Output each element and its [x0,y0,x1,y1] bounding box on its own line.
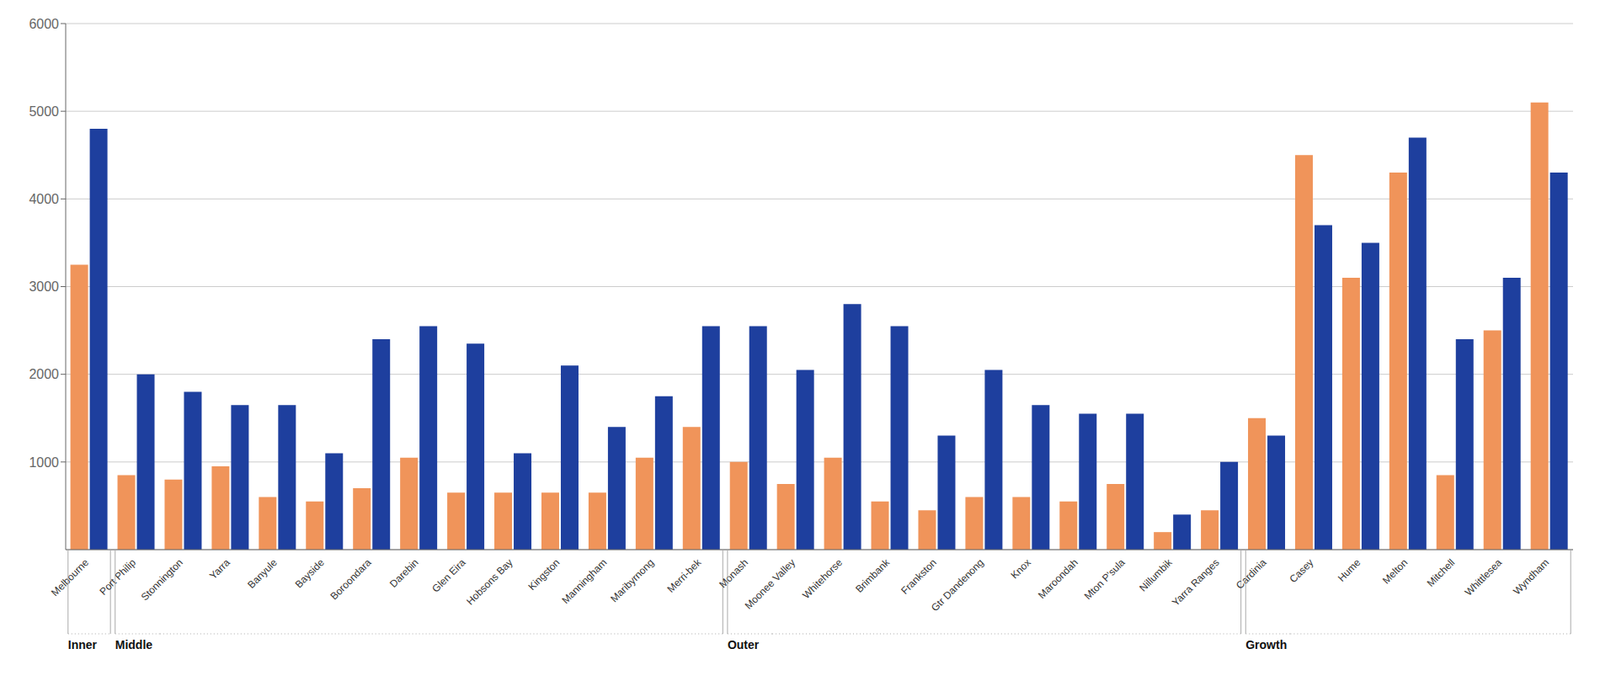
svg-text:Outer: Outer [727,638,760,652]
svg-text:Inner: Inner [68,638,98,652]
svg-text:Melton: Melton [1380,556,1410,587]
svg-text:Middle: Middle [115,638,154,652]
svg-text:Manningham: Manningham [559,556,609,607]
svg-text:Whittlesea: Whittlesea [1462,556,1505,599]
svg-text:Cardinia: Cardinia [1233,556,1270,592]
svg-text:Knox: Knox [1008,556,1034,582]
svg-text:Frankston: Frankston [898,556,939,598]
svg-text:Boroondara: Boroondara [327,556,374,603]
svg-text:Maribyrnong: Maribyrnong [608,556,656,605]
svg-text:Whitehorse: Whitehorse [800,556,845,602]
svg-text:Darebin: Darebin [387,556,422,591]
svg-text:Monash: Monash [716,556,751,591]
svg-text:Gtr Dandenong: Gtr Dandenong [928,556,987,614]
svg-text:2000: 2000 [28,367,59,382]
svg-text:Hobsons Bay: Hobsons Bay [464,556,515,608]
svg-text:Moonee Valley: Moonee Valley [742,556,798,612]
svg-text:5000: 5000 [28,104,59,119]
svg-text:3000: 3000 [28,279,59,294]
svg-text:Merri-bek: Merri-bek [665,556,704,596]
svg-text:Casey: Casey [1287,556,1317,586]
svg-text:Bayside: Bayside [293,556,327,591]
svg-text:1000: 1000 [28,455,59,470]
svg-text:Melbourne: Melbourne [48,556,91,599]
svg-text:Port Philip: Port Philip [96,556,139,598]
svg-text:Stonnington: Stonnington [138,556,186,603]
svg-text:6000: 6000 [28,16,59,32]
svg-text:Kingston: Kingston [526,556,563,593]
svg-text:Yarra: Yarra [207,556,233,582]
svg-text:Banyule: Banyule [245,556,280,592]
svg-text:Wyndham: Wyndham [1510,556,1552,598]
svg-text:Glen Eira: Glen Eira [429,556,469,596]
svg-text:4000: 4000 [28,192,59,207]
svg-text:Yarra Ranges: Yarra Ranges [1169,556,1222,609]
svg-text:Growth: Growth [1245,638,1287,652]
svg-text:Mitchell: Mitchell [1424,556,1458,590]
svg-text:Mton P'sula: Mton P'sula [1082,556,1128,603]
svg-text:Hume: Hume [1335,556,1364,585]
svg-text:Brimbank: Brimbank [853,556,892,596]
svg-text:Nillumbik: Nillumbik [1136,556,1175,595]
svg-text:Maroondah: Maroondah [1035,556,1081,602]
